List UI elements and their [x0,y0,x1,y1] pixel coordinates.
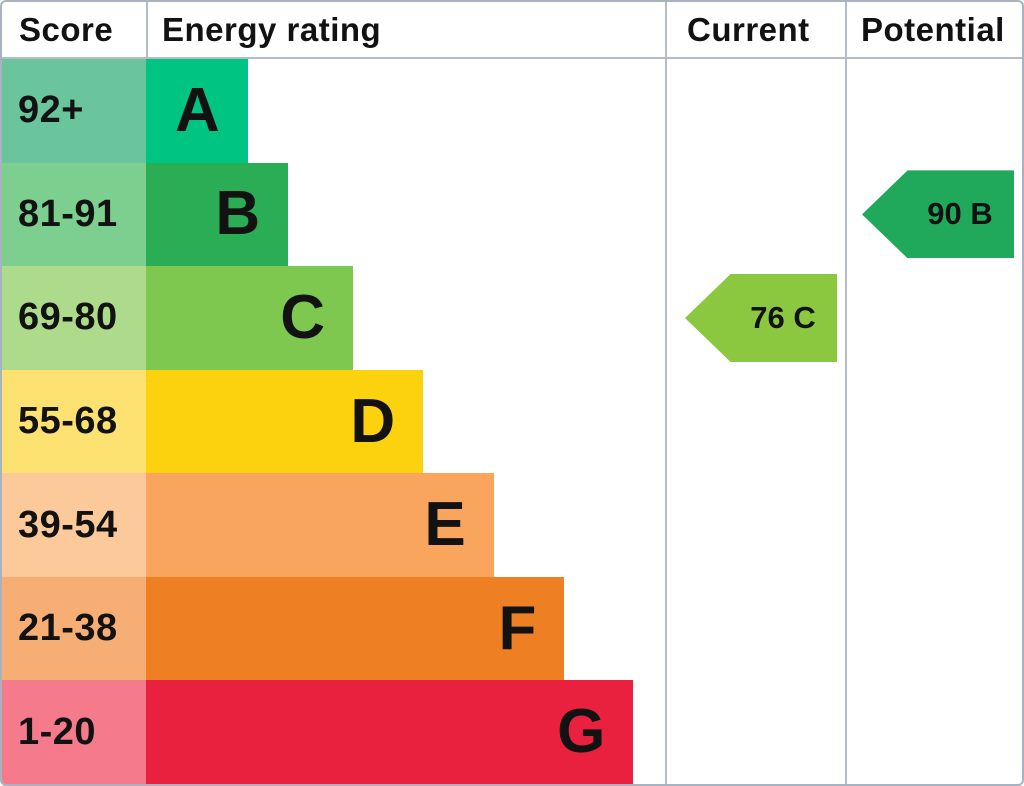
potential-column-cell [845,266,1022,370]
potential-column-cell [845,576,1022,681]
rating-bar: C [146,266,354,370]
rating-letter: F [498,593,537,663]
rating-bar-area: C [146,266,665,370]
score-range-label: 55-68 [2,369,146,474]
rating-bar-area: B [146,162,665,267]
current-column-cell: 76 C [665,266,845,370]
rating-bar: D [146,369,424,474]
rating-bar-area: A [146,59,665,163]
header-score: Score [19,10,114,48]
score-range-label: 69-80 [2,266,146,370]
band-row: 81-91 B 90 B [2,162,1022,267]
rating-bar-area: D [146,369,665,474]
potential-column-cell [845,369,1022,474]
rating-bar-area: G [146,680,665,784]
band-rows: 92+ A 81-91 B 90 B 69-80 C 76 C 55-68 [2,59,1022,784]
rating-bar: F [146,576,565,681]
current-column-cell [665,680,845,784]
current-column-cell [665,576,845,681]
rating-letter: B [215,179,261,249]
band-row: 92+ A [2,59,1022,163]
score-range-label: 92+ [2,59,146,163]
potential-rating-label: 90 B [927,196,993,232]
current-rating-arrow: 76 C [685,273,837,362]
rating-bar: B [146,162,289,267]
band-row: 39-54 E [2,473,1022,577]
score-range-label: 39-54 [2,473,146,577]
current-rating-label: 76 C [750,299,816,335]
current-column-cell [665,162,845,267]
rating-bar: G [146,680,634,784]
potential-column-cell [845,473,1022,577]
header-energy-rating: Energy rating [146,2,665,57]
current-column-cell [665,59,845,163]
rating-bar-area: E [146,473,665,577]
header-potential: Potential [845,2,1022,57]
score-range-label: 81-91 [2,162,146,267]
band-row: 1-20 G [2,680,1022,784]
header-current: Current [665,2,845,57]
potential-rating-arrow: 90 B [862,170,1014,259]
score-range-label: 21-38 [2,576,146,681]
rating-bar: A [146,59,248,163]
rating-letter: D [350,386,396,456]
score-range-label: 1-20 [2,680,146,784]
potential-column-cell [845,680,1022,784]
band-row: 69-80 C 76 C [2,266,1022,370]
rating-letter: A [174,75,220,145]
band-row: 55-68 D [2,369,1022,474]
header-row: Score Energy rating Current Potential [2,2,1022,59]
band-row: 21-38 F [2,576,1022,681]
rating-bar: E [146,473,494,577]
current-column-cell [665,369,845,474]
rating-letter: E [424,490,466,560]
potential-column-cell [845,59,1022,163]
rating-letter: G [557,697,606,767]
rating-letter: C [280,282,326,352]
potential-column-cell: 90 B [845,162,1022,267]
rating-bar-area: F [146,576,665,681]
current-column-cell [665,473,845,577]
